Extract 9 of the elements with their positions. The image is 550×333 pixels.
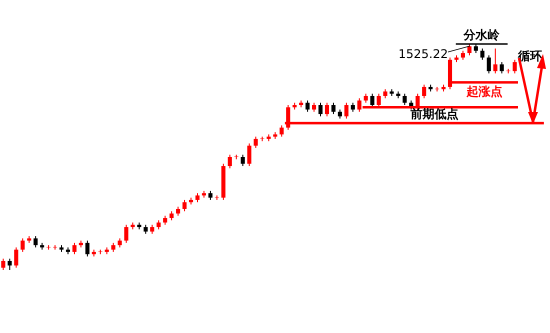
candlestick	[266, 134, 271, 142]
ref-line-label: 起涨点	[465, 84, 502, 98]
ref-line-label: 前期低点	[409, 107, 458, 122]
annotation: 1525.22	[398, 47, 448, 61]
ref-line-label: 分水岭	[462, 28, 501, 42]
candlestick	[260, 136, 264, 142]
text: 循环	[517, 49, 542, 63]
candlestick	[506, 68, 510, 74]
candlestick	[396, 90, 400, 99]
